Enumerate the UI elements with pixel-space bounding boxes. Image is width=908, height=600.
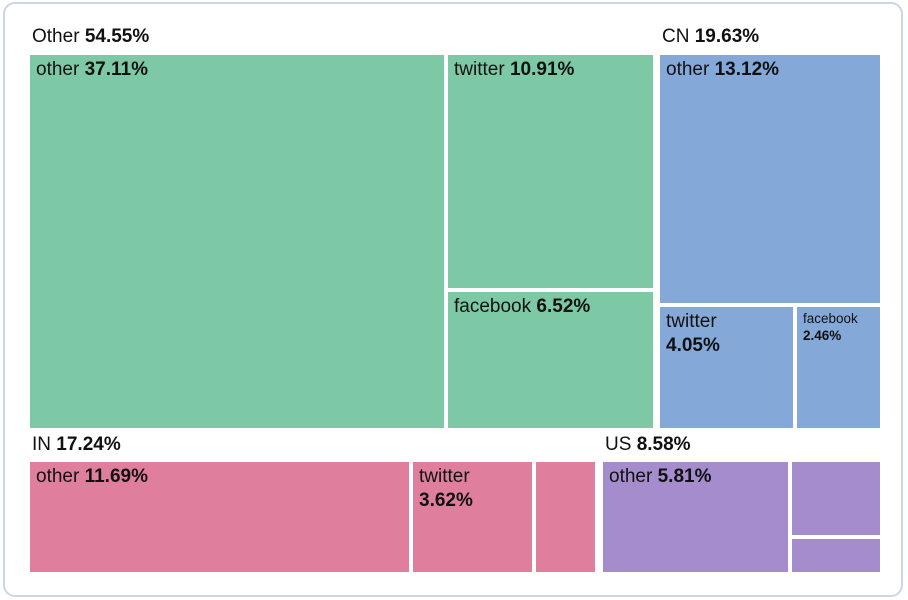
cell-name: other xyxy=(36,59,80,80)
treemap-cell-cn-facebook[interactable]: facebook 2.46% xyxy=(797,307,880,428)
treemap-cell-us-other[interactable]: other 5.81% xyxy=(603,462,788,572)
cell-value: 37.11% xyxy=(84,59,148,80)
treemap-cell-other-facebook[interactable]: facebook 6.52% xyxy=(448,292,653,428)
treemap-group-label-cn: CN 19.63% xyxy=(662,26,759,48)
cell-value: 3.62% xyxy=(419,490,473,511)
cell-name: twitter xyxy=(419,466,470,487)
cell-value: 11.69% xyxy=(84,466,148,487)
treemap-cell-other-twitter[interactable]: twitter 10.91% xyxy=(448,55,653,288)
treemap-cell-cn-other[interactable]: other 13.12% xyxy=(660,55,880,303)
treemap-cell-us-unlabeled-1[interactable] xyxy=(792,462,880,535)
group-value: 17.24% xyxy=(56,434,121,455)
cell-name: facebook xyxy=(803,311,858,326)
treemap-cell-other-other[interactable]: other 37.11% xyxy=(30,55,444,428)
treemap-group-label-us: US 8.58% xyxy=(605,434,691,456)
cell-value: 6.52% xyxy=(536,296,591,317)
group-value: 54.55% xyxy=(84,26,150,47)
cell-label: twitter 3.62% xyxy=(419,465,526,513)
treemap-cell-cn-twitter[interactable]: twitter 4.05% xyxy=(660,307,793,428)
group-name: CN xyxy=(662,26,690,47)
cell-name: facebook xyxy=(454,296,532,317)
cell-value: 2.46% xyxy=(803,328,842,343)
treemap-group-label-in: IN 17.24% xyxy=(32,434,121,456)
cell-name: twitter xyxy=(454,59,505,80)
cell-label: facebook 6.52% xyxy=(454,295,647,319)
cell-value: 10.91% xyxy=(509,59,575,80)
treemap-group-label-other: Other 54.55% xyxy=(32,26,149,48)
cell-label: facebook 2.46% xyxy=(803,310,874,344)
group-value: 8.58% xyxy=(636,434,691,455)
treemap-cell-in-other[interactable]: other 11.69% xyxy=(30,462,409,572)
treemap-cell-in-twitter[interactable]: twitter 3.62% xyxy=(413,462,532,572)
cell-name: other xyxy=(666,59,710,80)
cell-name: other xyxy=(36,466,80,487)
cell-label: other 5.81% xyxy=(609,465,782,489)
treemap-cell-in-unlabeled-2[interactable] xyxy=(536,462,595,572)
cell-label: other 13.12% xyxy=(666,58,874,82)
cell-value: 4.05% xyxy=(666,335,720,356)
cell-name: other xyxy=(609,466,653,487)
cell-label: twitter 10.91% xyxy=(454,58,647,82)
cell-label: other 11.69% xyxy=(36,465,403,489)
treemap-cell-us-unlabeled-2[interactable] xyxy=(792,539,880,572)
group-name: Other xyxy=(32,26,80,47)
cell-label: twitter 4.05% xyxy=(666,310,787,358)
cell-value: 5.81% xyxy=(657,466,712,487)
cell-name: twitter xyxy=(666,311,717,332)
group-name: IN xyxy=(32,434,51,455)
group-name: US xyxy=(605,434,632,455)
cell-value: 13.12% xyxy=(714,59,780,80)
cell-label: other 37.11% xyxy=(36,58,438,82)
group-value: 19.63% xyxy=(694,26,760,47)
